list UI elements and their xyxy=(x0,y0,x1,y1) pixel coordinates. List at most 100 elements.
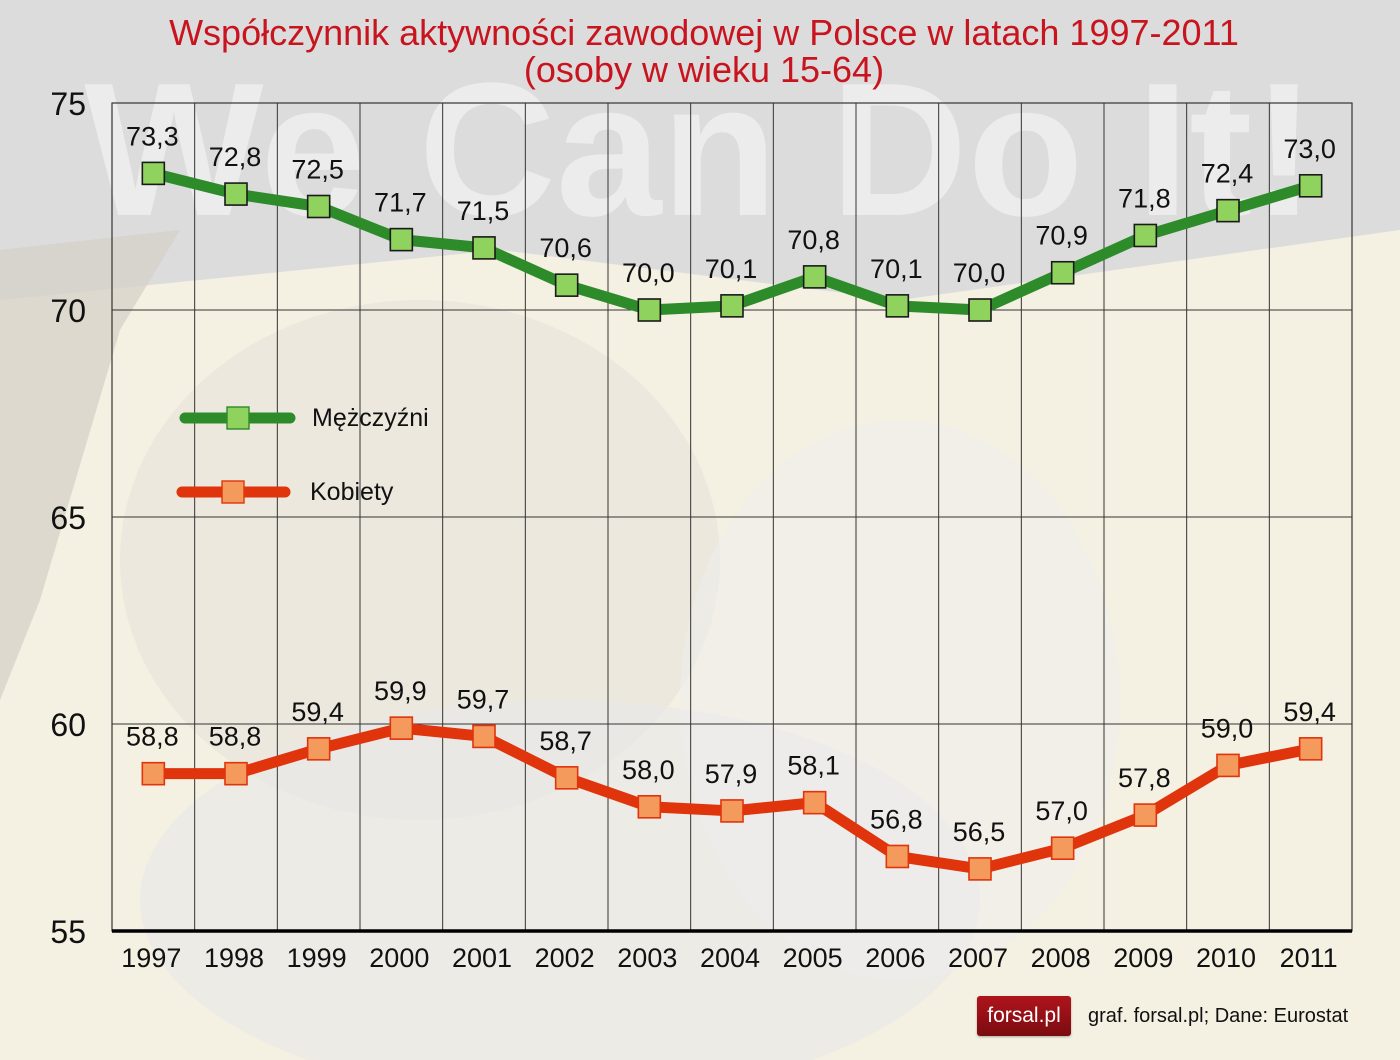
chart-legend: Mężczyźni Kobiety xyxy=(176,404,429,506)
data-label: 72,5 xyxy=(291,155,344,185)
data-point-marker[interactable] xyxy=(802,265,827,289)
data-point-marker[interactable] xyxy=(720,799,744,823)
data-point-marker[interactable] xyxy=(389,227,414,252)
x-tick-label: 2002 xyxy=(535,943,595,973)
data-label: 56,8 xyxy=(870,804,923,834)
y-tick-label: 65 xyxy=(50,500,86,536)
data-point-marker[interactable] xyxy=(554,273,579,297)
data-label: 73,0 xyxy=(1283,134,1336,164)
data-point-marker[interactable] xyxy=(885,844,910,869)
data-label: 58,8 xyxy=(126,722,179,752)
data-label: 57,0 xyxy=(1035,796,1088,826)
data-point-marker[interactable] xyxy=(1050,260,1075,285)
x-tick-label: 2003 xyxy=(617,943,677,973)
data-label: 71,7 xyxy=(374,188,427,218)
legend-swatch-marker xyxy=(221,480,245,504)
data-point-marker[interactable] xyxy=(306,194,331,219)
data-point-marker[interactable] xyxy=(141,161,166,186)
forsal-logo[interactable]: forsal.pl xyxy=(977,996,1071,1036)
data-label: 70,8 xyxy=(787,225,840,255)
y-axis: 55 60 65 70 75 xyxy=(50,86,86,950)
data-point-marker[interactable] xyxy=(968,857,992,881)
data-label: 59,7 xyxy=(457,684,510,714)
legend-item-men[interactable]: Mężczyźni xyxy=(179,404,429,432)
y-tick-label: 55 xyxy=(50,914,86,950)
x-tick-label: 2010 xyxy=(1196,943,1256,973)
x-tick-label: 2009 xyxy=(1113,943,1173,973)
x-tick-label: 2004 xyxy=(700,943,760,973)
data-label: 58,7 xyxy=(539,726,592,756)
data-point-marker[interactable] xyxy=(720,294,744,318)
data-label: 58,0 xyxy=(622,755,675,785)
series-women: 58,8 58,8 59,4 59,9 59,7 58,7 58,0 57,9 58,1 56,8… xyxy=(126,676,1336,881)
data-point-marker[interactable] xyxy=(472,236,496,260)
data-label: 70,9 xyxy=(1035,221,1088,251)
data-point-marker[interactable] xyxy=(1298,737,1323,761)
data-label: 59,4 xyxy=(291,697,344,727)
data-point-marker[interactable] xyxy=(968,298,992,322)
data-label: 71,8 xyxy=(1118,183,1171,213)
data-point-marker[interactable] xyxy=(472,724,496,749)
data-point-marker[interactable] xyxy=(389,716,414,740)
data-label: 57,8 xyxy=(1118,763,1171,793)
data-point-marker[interactable] xyxy=(1133,803,1158,827)
source-credit: graf. forsal.pl; Dane: Eurostat xyxy=(1088,1005,1349,1027)
legend-item-women[interactable]: Kobiety xyxy=(176,478,394,506)
x-tick-label: 1998 xyxy=(204,943,264,973)
legend-label: Mężczyźni xyxy=(312,404,429,432)
data-label: 56,5 xyxy=(953,817,1006,847)
data-point-marker[interactable] xyxy=(802,790,827,815)
x-tick-label: 2005 xyxy=(783,943,843,973)
y-tick-label: 70 xyxy=(50,293,86,329)
data-label: 73,3 xyxy=(126,121,179,151)
x-axis: 1997 1998 1999 2000 2001 2002 2003 2004 2005 2006… xyxy=(112,929,1352,973)
data-point-marker[interactable] xyxy=(224,761,248,786)
data-point-marker[interactable] xyxy=(141,761,166,786)
legend-label: Kobiety xyxy=(310,478,394,506)
chart-grid xyxy=(111,102,1353,932)
data-label: 71,5 xyxy=(457,196,510,226)
watermark-text: We Can Do It! xyxy=(84,44,1315,256)
data-point-marker[interactable] xyxy=(1216,753,1240,778)
data-label: 58,8 xyxy=(209,722,262,752)
data-point-marker[interactable] xyxy=(637,794,662,819)
x-tick-label: 2011 xyxy=(1280,943,1338,973)
x-tick-label: 2007 xyxy=(948,943,1008,973)
x-tick-label: 2000 xyxy=(369,943,429,973)
x-tick-label: 1999 xyxy=(287,943,347,973)
data-point-marker[interactable] xyxy=(885,294,910,318)
data-label: 59,0 xyxy=(1201,713,1254,743)
data-label: 70,1 xyxy=(705,254,758,284)
y-tick-label: 60 xyxy=(50,707,86,743)
data-point-marker[interactable] xyxy=(224,182,248,206)
data-label: 59,9 xyxy=(374,676,427,706)
data-label: 70,0 xyxy=(622,258,675,288)
x-tick-label: 2006 xyxy=(865,943,925,973)
data-point-marker[interactable] xyxy=(1216,198,1240,223)
legend-swatch-marker xyxy=(226,406,250,430)
data-point-marker[interactable] xyxy=(306,737,331,761)
x-tick-label: 2008 xyxy=(1031,943,1091,973)
data-label: 70,1 xyxy=(870,254,923,284)
x-tick-label: 2001 xyxy=(452,943,512,973)
chart-series: 73,3 72,8 72,5 71,7 71,5 70,6 70,0 70,1 70,8 70,1… xyxy=(126,121,1336,881)
data-label: 57,9 xyxy=(705,759,758,789)
series-men: 73,3 72,8 72,5 71,7 71,5 70,6 70,0 70,1 70,8 70,1… xyxy=(126,121,1336,322)
data-label: 58,1 xyxy=(787,751,840,781)
chart-title-line2: (osoby w wieku 15-64) xyxy=(523,49,885,90)
data-point-marker[interactable] xyxy=(1298,174,1323,198)
x-tick-label: 1997 xyxy=(121,943,181,973)
chart-title: Współczynnik aktywności zawodowej w Pols… xyxy=(0,14,1400,88)
data-label: 70,0 xyxy=(953,258,1006,288)
data-point-marker[interactable] xyxy=(1133,223,1158,248)
data-label: 72,8 xyxy=(209,142,262,172)
data-label: 70,6 xyxy=(539,233,592,263)
data-point-marker[interactable] xyxy=(1050,836,1075,861)
data-point-marker[interactable] xyxy=(554,766,579,790)
data-point-marker[interactable] xyxy=(637,298,662,322)
y-tick-label: 75 xyxy=(50,86,86,122)
data-label: 59,4 xyxy=(1283,697,1336,727)
chart-title-line1: Współczynnik aktywności zawodowej w Pols… xyxy=(169,12,1239,53)
